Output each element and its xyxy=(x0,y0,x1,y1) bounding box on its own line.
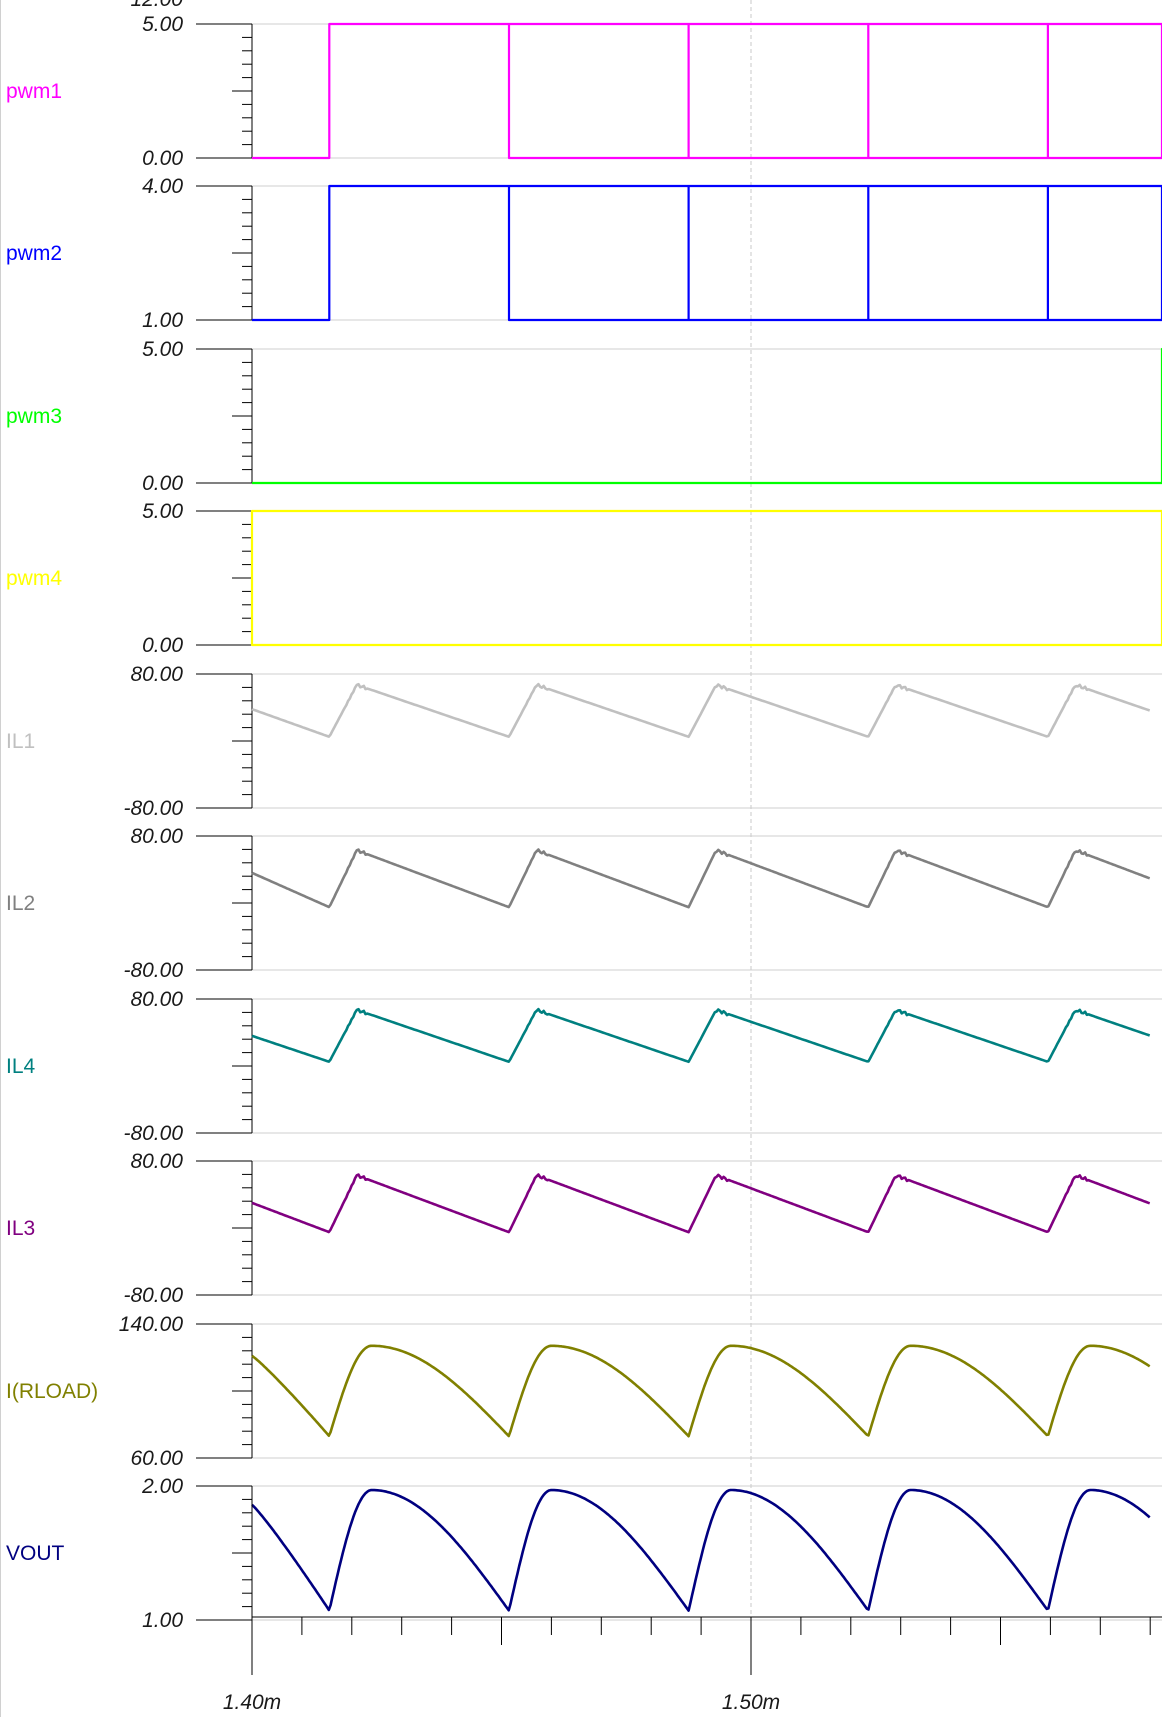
trace-label-IL1: IL1 xyxy=(6,730,35,753)
trace-label-pwm3: pwm3 xyxy=(6,405,62,428)
trace-IL4 xyxy=(251,1007,1151,1064)
trace-label-pwm1: pwm1 xyxy=(6,80,62,103)
y-bottom-label-IL4: -80.00 xyxy=(123,1122,183,1145)
y-partial-label-pwm1: 12.00 xyxy=(130,0,183,11)
y-bottom-label-pwm2: 1.00 xyxy=(142,309,183,332)
trace-IL3 xyxy=(251,1173,1151,1234)
x-tick-label: 1.50m xyxy=(722,1691,780,1714)
trace-I(RLOAD) xyxy=(251,1344,1151,1438)
y-bottom-label-pwm4: 0.00 xyxy=(142,634,183,657)
trace-IL2 xyxy=(251,848,1151,909)
y-bottom-label-VOUT: 1.00 xyxy=(142,1609,183,1632)
y-top-label-pwm3: 5.00 xyxy=(142,338,183,361)
trace-VOUT xyxy=(251,1488,1151,1612)
trace-label-pwm4: pwm4 xyxy=(6,567,62,590)
trace-label-IL3: IL3 xyxy=(6,1217,35,1240)
trace-pwm2 xyxy=(252,184,1162,322)
trace-pwm1 xyxy=(252,22,1162,160)
y-bottom-label-pwm3: 0.00 xyxy=(142,472,183,495)
y-top-label-I(RLOAD): 140.00 xyxy=(119,1313,184,1336)
y-bottom-label-IL1: -80.00 xyxy=(123,797,183,820)
y-bottom-label-pwm1: 0.00 xyxy=(142,147,183,170)
y-top-label-pwm4: 5.00 xyxy=(142,500,183,523)
y-top-label-pwm2: 4.00 xyxy=(142,175,183,198)
trace-IL1 xyxy=(251,682,1151,739)
trace-label-IL2: IL2 xyxy=(6,892,35,915)
x-tick-label: 1.40m xyxy=(223,1691,281,1714)
trace-label-pwm2: pwm2 xyxy=(6,242,62,265)
trace-pwm4 xyxy=(250,509,1162,647)
y-bottom-label-I(RLOAD): 60.00 xyxy=(130,1447,183,1470)
trace-label-IL4: IL4 xyxy=(6,1055,36,1078)
trace-label-I(RLOAD): I(RLOAD) xyxy=(6,1380,98,1403)
y-bottom-label-IL2: -80.00 xyxy=(123,959,183,982)
y-bottom-label-IL3: -80.00 xyxy=(123,1284,183,1307)
y-top-label-IL2: 80.00 xyxy=(130,825,183,848)
y-top-label-IL1: 80.00 xyxy=(130,663,183,686)
y-top-label-IL4: 80.00 xyxy=(130,988,183,1011)
y-top-label-pwm1: 5.00 xyxy=(142,13,183,36)
trace-pwm3 xyxy=(252,347,1162,485)
trace-label-VOUT: VOUT xyxy=(6,1542,65,1565)
y-top-label-IL3: 80.00 xyxy=(130,1150,183,1173)
y-top-label-VOUT: 2.00 xyxy=(141,1475,183,1498)
